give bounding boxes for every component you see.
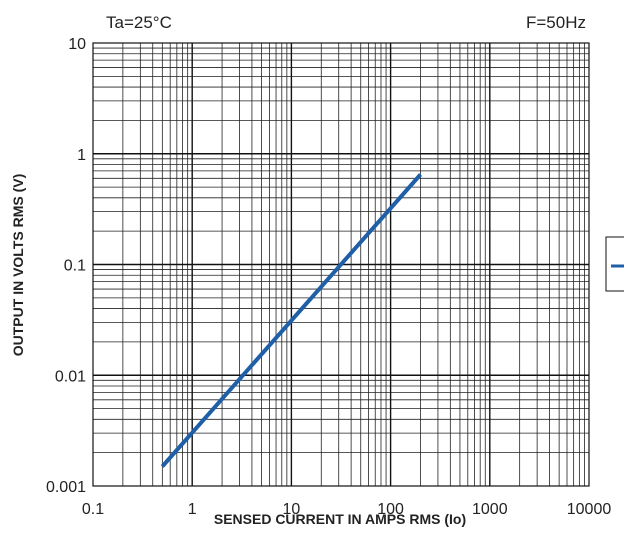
y-tick-label: 0.1 [64,258,86,275]
frequency-annotation: F=50Hz [526,13,586,32]
y-tick-label: 1 [77,147,86,164]
series-line [160,173,422,468]
y-axis-title: OUTPUT IN VOLTS RMS (V) [10,174,26,357]
x-tick-label: 10 [283,501,301,518]
y-tick-labels: 0.001 0.01 0.1 1 10 [46,36,86,496]
major-grid [93,43,589,486]
legend-box [605,236,624,292]
x-axis-title: SENSED CURRENT IN AMPS RMS (Io) [214,511,466,527]
plot-frame [92,42,590,487]
x-tick-label: 10000 [567,501,612,518]
y-tick-label: 0.01 [55,368,86,385]
x-tick-label: 100 [377,501,404,518]
x-tick-labels: 0.1 1 10 100 1000 10000 [82,501,611,518]
temperature-annotation: Ta=25°C [106,13,172,32]
x-tick-label: 1000 [472,501,508,518]
x-tick-label: 1 [188,501,197,518]
y-tick-label: 10 [68,36,86,53]
x-tick-label: 0.1 [82,501,104,518]
y-tick-label: 0.001 [46,479,86,496]
series-layer [160,173,422,468]
